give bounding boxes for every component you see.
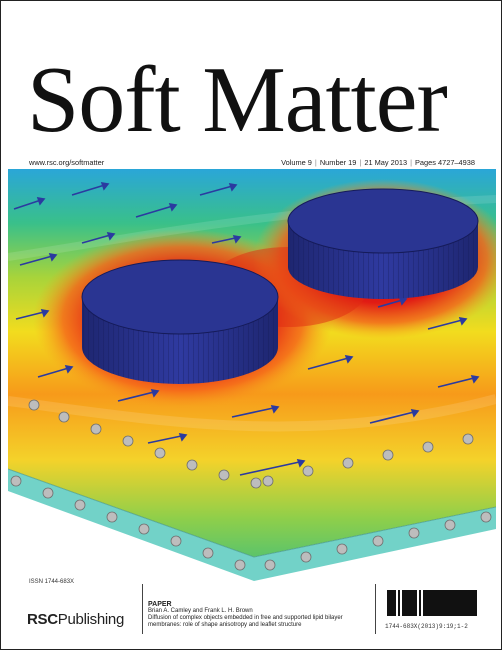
volume-label: Volume 9 bbox=[281, 158, 312, 167]
membrane-slab bbox=[8, 469, 496, 581]
paper-label: PAPER bbox=[148, 601, 172, 608]
arrow-icon bbox=[71, 181, 110, 196]
arrow-icon bbox=[37, 364, 74, 378]
arrow-icon bbox=[199, 182, 238, 196]
publisher-name-rest: Publishing bbox=[57, 611, 125, 628]
arrow-icon bbox=[427, 316, 468, 330]
journal-website[interactable]: www.rsc.org/softmatter bbox=[29, 158, 105, 167]
paper-authors: Brian A. Camley and Frank L. H. Brown bbox=[148, 608, 253, 614]
footer-divider bbox=[142, 584, 143, 634]
journal-title: Soft Matter bbox=[27, 48, 448, 152]
arrow-icon bbox=[15, 308, 50, 320]
separator: | bbox=[359, 158, 362, 167]
number-label: Number 19 bbox=[319, 158, 357, 167]
issue-date: 21 May 2013 bbox=[364, 158, 408, 167]
publisher-logo: RSCPublishing bbox=[27, 611, 124, 628]
arrow-icon bbox=[13, 196, 46, 210]
arrow-icon bbox=[135, 202, 178, 218]
separator: | bbox=[314, 158, 317, 167]
page-range: Pages 4727–4938 bbox=[414, 158, 475, 167]
lipid-heads-upper bbox=[28, 399, 474, 489]
arrow-icon bbox=[437, 374, 480, 388]
arrow-icon bbox=[377, 296, 408, 308]
arrow-icon bbox=[369, 408, 420, 424]
barcode-icon bbox=[385, 588, 479, 618]
paper-title[interactable]: Diffusion of complex objects embedded in… bbox=[148, 615, 343, 628]
footer-divider bbox=[375, 584, 376, 634]
arrow-icon bbox=[117, 388, 160, 402]
cover-illustration bbox=[8, 169, 496, 581]
barcode-number: 1744-683X(2013)9:19;1-2 bbox=[385, 623, 468, 630]
issn-label: ISSN 1744-683X bbox=[29, 579, 75, 585]
arrow-icon bbox=[147, 432, 188, 444]
flow-arrows bbox=[13, 181, 480, 476]
arrow-icon bbox=[19, 252, 58, 266]
separator: | bbox=[410, 158, 412, 167]
arrow-icon bbox=[307, 354, 354, 370]
protein-disk-right bbox=[287, 188, 479, 299]
protein-disk-left bbox=[81, 259, 279, 384]
arrow-icon bbox=[81, 231, 116, 244]
featured-paper: PAPER Brian A. Camley and Frank L. H. Br… bbox=[148, 601, 370, 629]
lipid-heads-lower bbox=[10, 475, 492, 571]
arrow-icon bbox=[231, 404, 280, 418]
arrow-icon bbox=[239, 458, 306, 476]
publisher-name-strong: RSC bbox=[27, 611, 58, 628]
arrow-icon bbox=[211, 234, 242, 244]
issue-details: Volume 9 | Number 19 | 21 May 2013 | Pages 472… bbox=[281, 158, 475, 167]
